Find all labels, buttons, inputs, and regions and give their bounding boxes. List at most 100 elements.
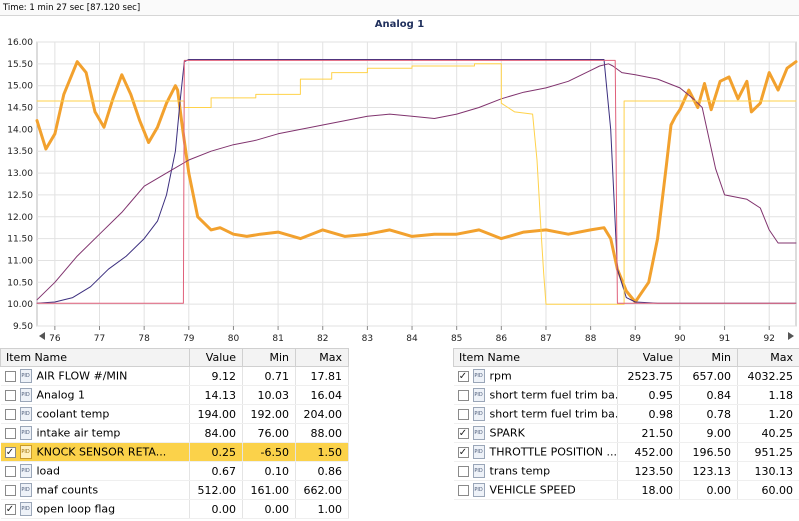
checkbox[interactable] [457,408,469,420]
y-tick-label: 13.50 [7,147,33,157]
checkbox[interactable] [457,484,469,496]
value-cell: 0.25 [189,442,243,462]
line-chart[interactable]: 9.50 10.00 10.50 11.00 11.50 12.00 12.50 13.00 1… [0,16,799,346]
checkbox[interactable] [457,389,469,401]
max-cell: 16.04 [295,385,349,405]
item-name: maf counts [36,483,99,497]
right-data-table: Item Name Value Min Max ✓ PID rpm 2523.75 65… [453,348,799,500]
table-row[interactable]: ✓ PID rpm 2523.75 657.00 4032.25 [453,366,799,386]
item-name-cell: ✓ PID rpm [453,366,618,386]
pid-icon: PID [472,483,485,497]
item-name-cell: ✓ PID KNOCK SENSOR RETA... [0,442,190,462]
max-cell: 951.25 [737,442,799,462]
value-cell: 18.00 [617,480,680,500]
pid-icon: PID [19,388,32,402]
min-cell: 196.50 [679,442,738,462]
max-cell: 1.50 [295,442,349,462]
chart-panel: 9.50 10.00 10.50 11.00 11.50 12.00 12.50 13.00 1… [0,16,799,346]
scroll-left-icon[interactable] [39,332,45,340]
max-cell: 17.81 [295,366,349,386]
table-row[interactable]: PID maf counts 512.00 161.00 662.00 [0,480,349,500]
min-cell: 657.00 [679,366,738,386]
pid-icon: PID [472,388,485,402]
y-tick-label: 10.50 [7,278,33,288]
checkbox[interactable] [4,389,16,401]
pid-icon: PID [472,426,485,440]
item-name-cell: ✓ PID SPARK [453,423,618,443]
column-header-min[interactable]: Min [242,348,296,367]
max-cell: 88.00 [295,423,349,443]
table-row[interactable]: PID short term fuel trim ba... 0.95 0.84 1.1… [453,385,799,405]
column-header-value[interactable]: Value [189,348,243,367]
table-row[interactable]: PID Analog 1 14.13 10.03 16.04 [0,385,349,405]
max-cell: 0.86 [295,461,349,481]
column-header-max[interactable]: Max [295,348,349,367]
checkbox[interactable]: ✓ [457,427,469,439]
item-name: trans temp [489,464,551,478]
min-cell: 0.00 [242,499,296,519]
y-tick-label: 9.50 [13,322,33,332]
x-tick-label: 81 [272,334,283,344]
item-name-cell: PID VEHICLE SPEED [453,480,618,500]
table-row[interactable]: PID short term fuel trim ba... 0.98 0.78 1.2… [453,404,799,424]
column-header-value[interactable]: Value [617,348,680,367]
checkbox[interactable] [4,465,16,477]
item-name: THROTTLE POSITION ... [489,445,617,459]
table-row[interactable]: ✓ PID SPARK 21.50 9.00 40.25 [453,423,799,443]
x-tick-label: 89 [630,334,642,344]
x-tick-label: 90 [674,334,686,344]
table-row[interactable]: PID intake air temp 84.00 76.00 88.00 [0,423,349,443]
checkbox[interactable] [4,408,16,420]
value-cell: 0.98 [617,404,680,424]
series-line-4 [36,63,797,305]
series-line-2 [36,59,797,304]
y-tick-label: 12.50 [7,191,33,201]
checkbox[interactable]: ✓ [457,370,469,382]
y-tick-label: 10.00 [7,300,33,310]
y-tick-label: 15.00 [7,82,33,92]
item-name: Analog 1 [36,388,86,402]
data-tables: Item Name Value Min Max PID AIR FLOW #/MI… [0,348,799,521]
max-cell: 60.00 [737,480,799,500]
x-tick-label: 83 [362,334,373,344]
scroll-right-icon[interactable] [788,332,794,340]
value-cell: 0.95 [617,385,680,405]
table-row[interactable]: PID AIR FLOW #/MIN 9.12 0.71 17.81 [0,366,349,386]
checkbox[interactable] [4,484,16,496]
min-cell: 76.00 [242,423,296,443]
item-name-cell: PID short term fuel trim ba... [453,385,618,405]
table-row[interactable]: PID VEHICLE SPEED 18.00 0.00 60.00 [453,480,799,500]
checkbox[interactable]: ✓ [4,503,16,515]
table-row[interactable]: PID coolant temp 194.00 192.00 204.00 [0,404,349,424]
column-header-item-name[interactable]: Item Name [0,348,190,367]
column-header-max[interactable]: Max [737,348,799,367]
max-cell: 1.18 [737,385,799,405]
x-tick-label: 87 [540,334,551,344]
table-row[interactable]: PID trans temp 123.50 123.13 130.13 [453,461,799,481]
chart-title: Analog 1 [374,19,425,30]
max-cell: 662.00 [295,480,349,500]
checkbox[interactable]: ✓ [4,446,16,458]
item-name: short term fuel trim ba... [489,388,618,402]
x-tick-label: 77 [94,334,105,344]
series-line-5 [36,59,797,304]
column-header-min[interactable]: Min [679,348,738,367]
table-row[interactable]: PID load 0.67 0.10 0.86 [0,461,349,481]
item-name-cell: PID trans temp [453,461,618,481]
min-cell: 0.71 [242,366,296,386]
pid-icon: PID [19,426,32,440]
value-cell: 9.12 [189,366,243,386]
table-row[interactable]: ✓ PID THROTTLE POSITION ... 452.00 196.50 951… [453,442,799,462]
table-row[interactable]: ✓ PID KNOCK SENSOR RETA... 0.25 -6.50 1.50 [0,442,349,462]
item-name-cell: PID load [0,461,190,481]
column-header-item-name[interactable]: Item Name [453,348,618,367]
value-cell: 0.00 [189,499,243,519]
checkbox[interactable] [4,427,16,439]
checkbox[interactable]: ✓ [457,446,469,458]
table-row[interactable]: ✓ PID open loop flag 0.00 0.00 1.00 [0,499,349,519]
checkbox[interactable] [457,465,469,477]
value-cell: 452.00 [617,442,680,462]
value-cell: 2523.75 [617,366,680,386]
checkbox[interactable] [4,370,16,382]
x-tick-label: 82 [317,334,328,344]
